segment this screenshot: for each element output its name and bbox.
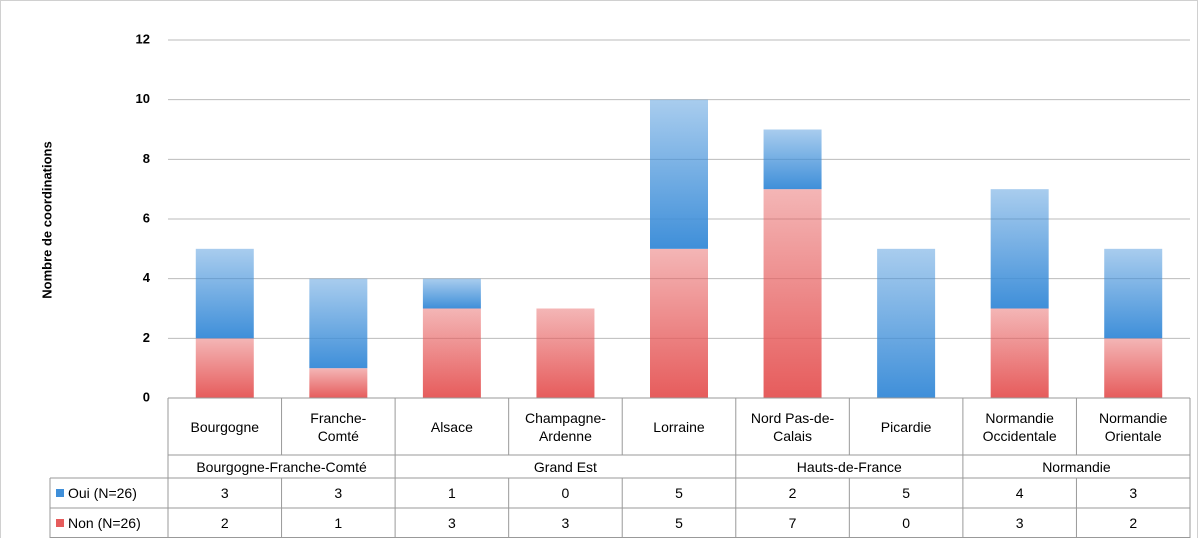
x-tick-label: Normandie Orientale: [1098, 409, 1168, 444]
bar-segment: [763, 129, 822, 190]
table-value: 5: [675, 485, 683, 501]
y-tick-label: 10: [136, 91, 150, 106]
bar-segment: [650, 248, 708, 398]
legend-label: Oui (N=26): [68, 485, 137, 501]
x-tick-label: Champagne- Ardenne: [524, 409, 606, 444]
x-tick-label: Lorraine: [653, 418, 705, 435]
y-tick-label: 2: [143, 330, 150, 345]
bar-segment: [309, 368, 368, 398]
table-value: 3: [447, 515, 456, 531]
table-value: 5: [675, 515, 683, 531]
y-tick-label: 0: [143, 389, 150, 404]
table-value: 7: [788, 515, 797, 531]
y-tick-label: 4: [143, 270, 151, 285]
x-tick-label: Picardie: [880, 418, 932, 435]
legend-swatch: [56, 489, 64, 497]
group-label: Grand Est: [533, 458, 597, 475]
y-tick-label: 8: [143, 151, 150, 166]
bar-segment: [195, 338, 254, 398]
table-value: 2: [1129, 515, 1138, 531]
table-value: 0: [561, 485, 570, 501]
bar-segment: [195, 248, 254, 339]
legend-swatch: [56, 519, 64, 527]
bar-segment: [877, 248, 936, 398]
bar-segment: [650, 99, 708, 249]
table-value: 3: [561, 515, 570, 531]
x-tick-label: Franche- Comté: [310, 409, 367, 444]
table-value: 3: [220, 485, 229, 501]
table-value: 3: [1015, 515, 1024, 531]
bar-segment: [1104, 248, 1163, 339]
table-value: 3: [334, 485, 343, 501]
bar-segment: [536, 308, 595, 398]
table-value: 0: [902, 515, 910, 531]
table-value: 4: [1015, 485, 1024, 501]
bar-segment: [990, 189, 1049, 309]
group-label: Normandie: [1042, 458, 1111, 475]
bar-segment: [1104, 338, 1163, 398]
group-label: Bourgogne-Franche-Comté: [196, 458, 367, 475]
table-value: 1: [334, 515, 343, 531]
x-tick-label: Alsace: [430, 418, 473, 435]
table-value: 2: [220, 515, 229, 531]
table-value: 5: [902, 485, 910, 501]
table-value: 1: [447, 485, 456, 501]
x-tick-label: Nord Pas-de- Calais: [750, 409, 835, 444]
table-value: 3: [1129, 485, 1138, 501]
group-label: Hauts-de-France: [796, 458, 902, 475]
table-value: 2: [788, 485, 797, 501]
x-tick-label: Bourgogne: [190, 418, 260, 435]
y-axis-label: Nombre de coordinations: [39, 141, 54, 298]
x-tick-label: Normandie Occidentale: [982, 409, 1057, 444]
bar-segment: [990, 308, 1049, 398]
legend-label: Non (N=26): [68, 515, 141, 531]
bar-segment: [422, 308, 481, 398]
y-tick-label: 12: [136, 31, 150, 46]
bar-segment: [309, 278, 368, 369]
bar-segment: [422, 278, 481, 309]
y-tick-label: 6: [143, 210, 150, 225]
bar-segment: [763, 189, 822, 398]
